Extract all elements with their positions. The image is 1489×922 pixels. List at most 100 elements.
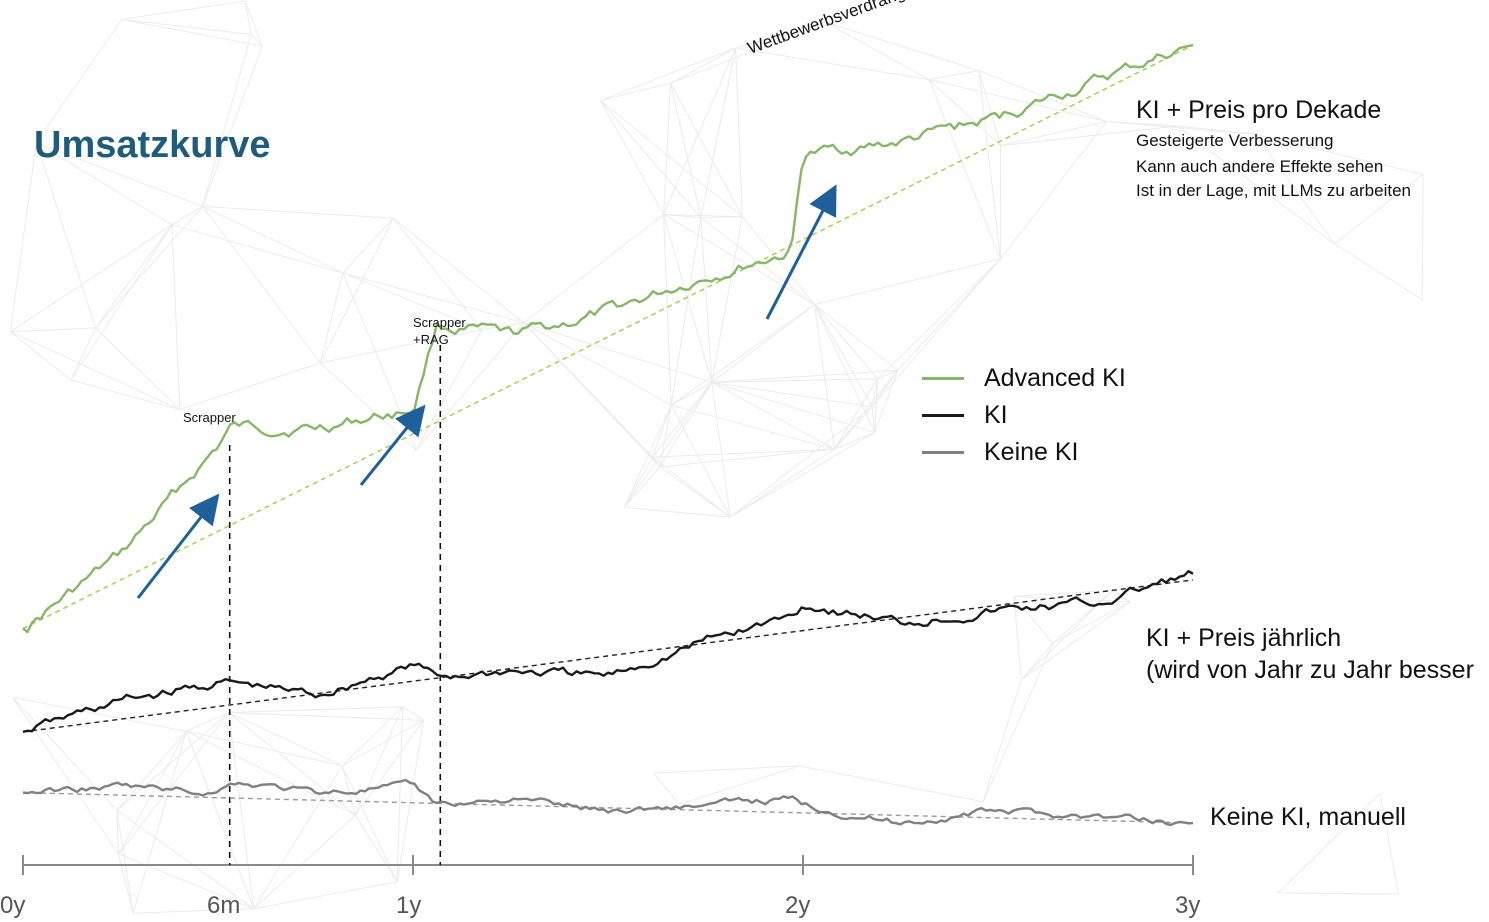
network-line bbox=[663, 214, 672, 406]
series-line-advanced-ki bbox=[22, 44, 1194, 634]
advanced-ki-note-title: KI + Preis pro Dekade bbox=[1136, 96, 1382, 124]
network-line bbox=[354, 814, 398, 883]
network-line bbox=[670, 404, 731, 518]
network-line bbox=[877, 258, 1001, 380]
network-line bbox=[652, 448, 835, 458]
network-line bbox=[874, 370, 899, 433]
network-line bbox=[12, 697, 119, 855]
network-line bbox=[670, 47, 736, 84]
network-line bbox=[319, 218, 394, 364]
network-line bbox=[415, 322, 525, 451]
network-line bbox=[1000, 125, 1178, 147]
scrapper-marker-label: Scrapper bbox=[183, 410, 236, 425]
network-line bbox=[659, 448, 835, 468]
network-line bbox=[670, 82, 743, 217]
network-line bbox=[202, 34, 252, 207]
network-line bbox=[253, 881, 398, 910]
network-line bbox=[392, 217, 524, 324]
network-line bbox=[95, 206, 203, 329]
network-line bbox=[118, 712, 230, 855]
legend-label: KI bbox=[984, 401, 1008, 429]
network-line bbox=[244, 0, 252, 35]
network-line bbox=[623, 466, 661, 508]
network-line bbox=[663, 47, 737, 215]
advanced-ki-note-line: Kann auch andere Effekte sehen bbox=[1136, 157, 1384, 176]
network-line bbox=[623, 404, 672, 508]
network-line bbox=[320, 362, 417, 451]
network-line bbox=[396, 706, 404, 882]
network-line bbox=[711, 304, 815, 383]
network-line bbox=[342, 272, 524, 324]
network-line bbox=[70, 379, 180, 411]
network-line bbox=[250, 34, 263, 47]
network-line bbox=[186, 730, 343, 767]
page-title: Umsatzkurve bbox=[34, 124, 271, 166]
network-line bbox=[12, 696, 118, 811]
network-line bbox=[825, 21, 930, 81]
network-line bbox=[1255, 133, 1335, 245]
network-line bbox=[10, 331, 72, 381]
network-line bbox=[523, 322, 712, 383]
network-line bbox=[341, 765, 398, 883]
network-line bbox=[185, 731, 255, 909]
trendline bbox=[22, 791, 1194, 824]
network-line bbox=[735, 47, 930, 81]
network-line bbox=[36, 141, 203, 207]
network-line bbox=[652, 404, 672, 458]
network-line bbox=[653, 772, 680, 805]
network-line bbox=[871, 378, 879, 407]
network-line bbox=[341, 719, 424, 767]
network-line bbox=[342, 217, 394, 274]
network-line bbox=[70, 327, 96, 381]
network-line bbox=[253, 765, 343, 910]
network-line bbox=[741, 216, 815, 305]
network-line bbox=[600, 100, 665, 215]
network-line bbox=[1278, 892, 1399, 895]
network-line bbox=[396, 720, 425, 882]
network-line bbox=[834, 370, 899, 450]
network-line bbox=[1255, 133, 1424, 175]
network-line bbox=[116, 810, 134, 914]
network-line bbox=[814, 304, 873, 407]
network-line bbox=[1421, 174, 1424, 300]
network-line bbox=[171, 224, 181, 410]
network-line bbox=[354, 706, 404, 816]
network-line bbox=[179, 362, 321, 411]
series-line-ki bbox=[22, 570, 1194, 733]
growth-arrow bbox=[765, 184, 837, 320]
background-network bbox=[9, 0, 1424, 914]
network-line bbox=[523, 322, 653, 458]
network-line bbox=[814, 304, 835, 450]
network-line bbox=[670, 381, 713, 406]
network-line bbox=[729, 432, 876, 518]
network-line bbox=[978, 70, 1002, 146]
network-line bbox=[624, 506, 731, 518]
legend-item-ki: KI bbox=[922, 397, 1126, 434]
legend-label: Keine KI bbox=[984, 438, 1079, 466]
network-line bbox=[663, 213, 701, 219]
network-line bbox=[402, 706, 424, 721]
network-line bbox=[35, 142, 96, 329]
series-line-keine-ki bbox=[22, 778, 1194, 827]
network-line bbox=[663, 213, 743, 218]
network-line bbox=[244, 0, 263, 47]
network-line bbox=[228, 706, 403, 714]
network-line bbox=[118, 853, 134, 914]
network-line bbox=[118, 731, 187, 855]
network-line bbox=[897, 258, 1001, 371]
network-line bbox=[700, 217, 713, 383]
network-line bbox=[711, 216, 743, 383]
network-line bbox=[700, 47, 737, 218]
network-line bbox=[711, 381, 835, 450]
network-line bbox=[171, 205, 203, 226]
network-line bbox=[978, 70, 1001, 259]
network-line bbox=[929, 70, 980, 81]
network-line bbox=[132, 731, 187, 914]
network-line bbox=[116, 810, 120, 855]
trendline bbox=[22, 44, 1194, 630]
network-line bbox=[342, 272, 483, 331]
network-line bbox=[202, 205, 344, 274]
network-line bbox=[481, 322, 524, 331]
network-line bbox=[253, 814, 356, 910]
